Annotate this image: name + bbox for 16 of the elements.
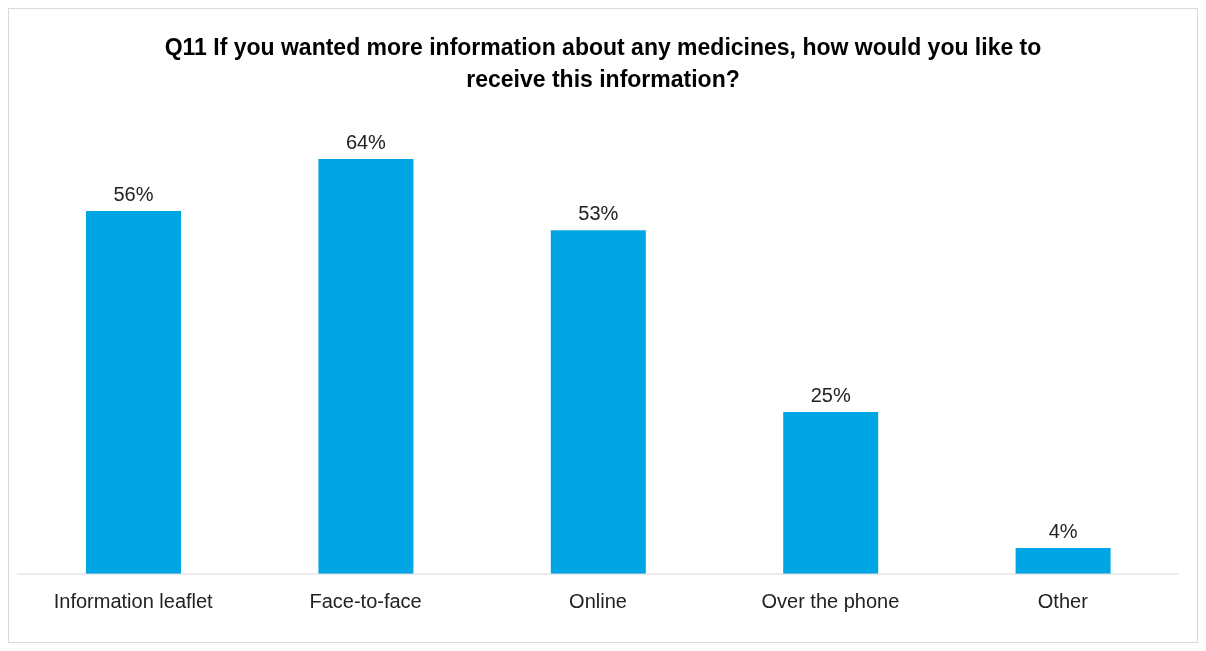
data-label: 64% bbox=[345, 131, 387, 153]
x-tick-label: Face-to-face bbox=[309, 590, 422, 613]
x-tick-label: Over the phone bbox=[761, 590, 900, 613]
bar bbox=[783, 411, 879, 574]
x-tick-label: Other bbox=[1037, 590, 1089, 613]
data-label: 56% bbox=[113, 182, 154, 205]
data-label: 4% bbox=[1048, 520, 1078, 543]
x-tick-label: Information leaflet bbox=[53, 590, 214, 613]
bar bbox=[1015, 548, 1111, 574]
chart-title: Q11 If you wanted more information about any medicines, how would you like to receive this information? bbox=[163, 33, 1043, 94]
bar bbox=[86, 210, 181, 574]
x-tick-label: Online bbox=[569, 590, 627, 613]
data-label: 53% bbox=[578, 202, 619, 225]
bar bbox=[550, 230, 646, 574]
data-label: 25% bbox=[810, 383, 851, 406]
bar bbox=[318, 159, 414, 574]
